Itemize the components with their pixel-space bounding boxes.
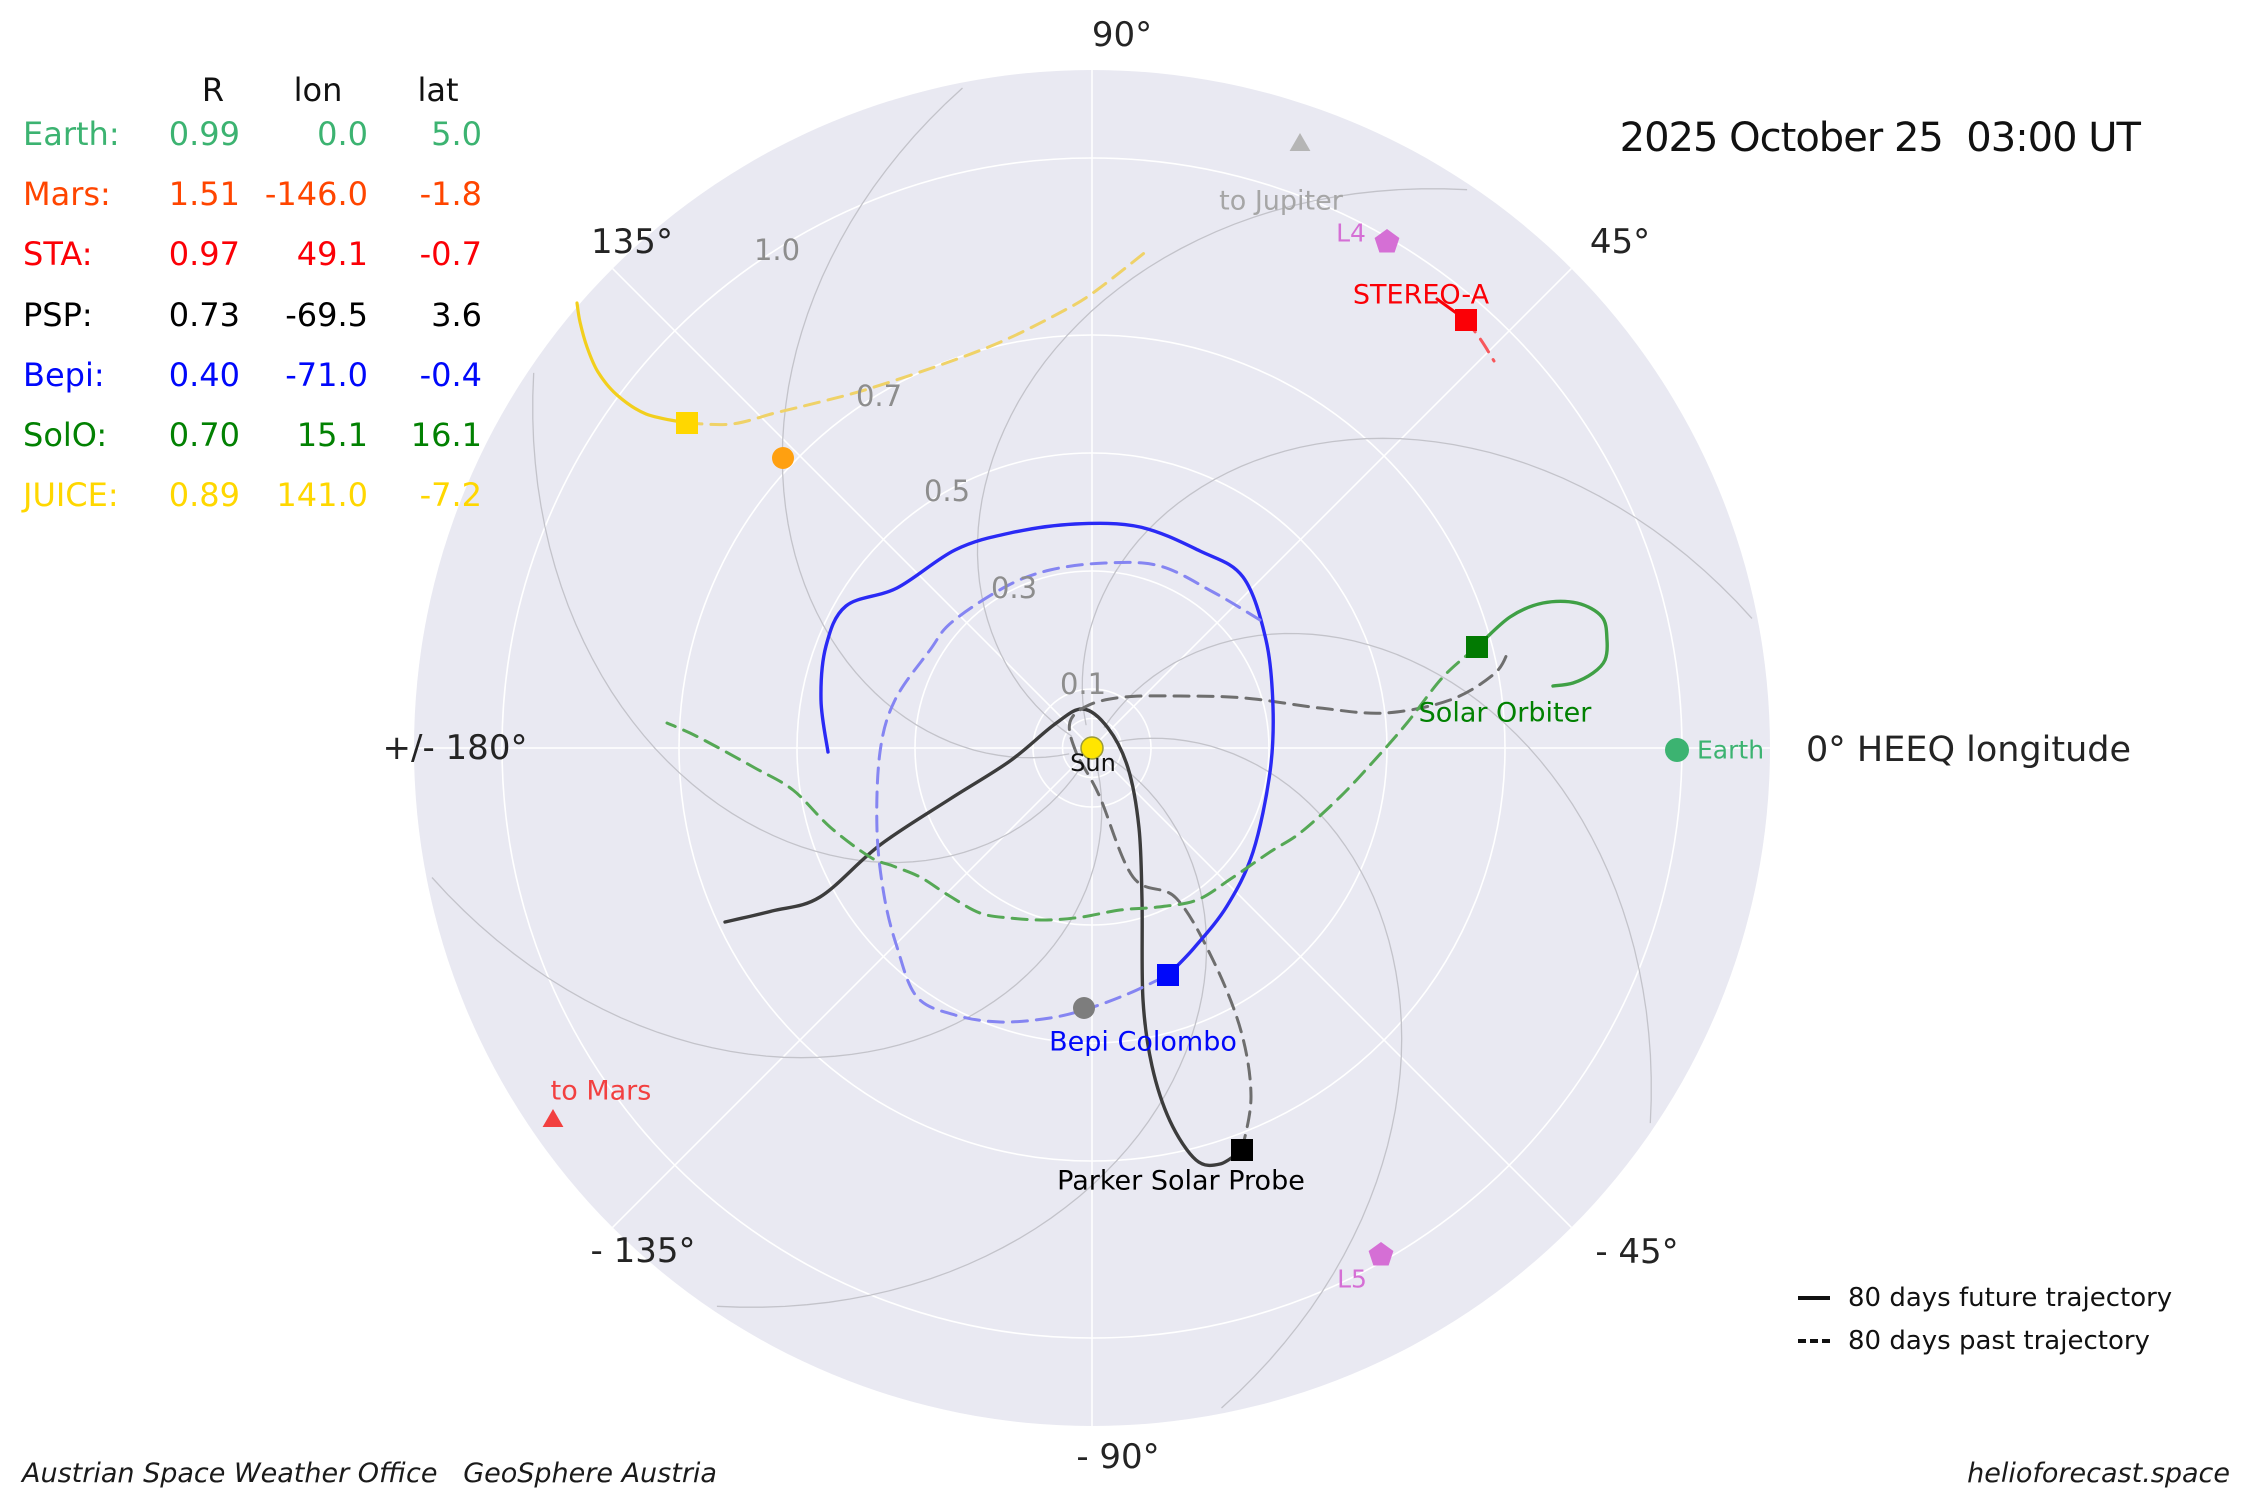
solar-orbiter-label: Solar Orbiter xyxy=(1419,698,1593,729)
venus-marker-icon xyxy=(772,447,794,469)
table-lat-value-earth: 5.0 xyxy=(431,115,482,153)
ring-label-0-1: 0.1 xyxy=(1060,667,1106,701)
datetime-title: 2025 October 25 03:00 UT xyxy=(1619,115,2141,161)
credit-right: helioforecast.space xyxy=(1967,1458,2230,1489)
angle-label-minus90: - 90° xyxy=(1076,1437,1159,1477)
table-lon-value-psp: -69.5 xyxy=(285,296,368,334)
trajectory-bepi-future xyxy=(819,521,1275,977)
parker-solar-probe-marker-icon xyxy=(1231,1139,1253,1161)
angle-label-90: 90° xyxy=(1092,15,1152,55)
table-lon-value-solo: 15.1 xyxy=(296,416,368,454)
parker-spiral-icon xyxy=(716,759,1208,1308)
to-jupiter-label: to Jupiter xyxy=(1219,186,1344,217)
to-jupiter-marker-icon xyxy=(1289,133,1311,151)
l5-marker-icon xyxy=(1368,1242,1394,1266)
mercury-marker-icon xyxy=(1073,997,1095,1019)
legend-row-future: 80 days future trajectory xyxy=(1798,1276,2172,1319)
angle-label-minus135: - 135° xyxy=(591,1231,696,1271)
earth-label: Earth xyxy=(1697,736,1764,765)
psp-label: Parker Solar Probe xyxy=(1057,1166,1305,1197)
parker-spiral-icon xyxy=(431,770,1103,1059)
l4-label: L4 xyxy=(1336,219,1366,248)
trajectory-legend: 80 days future trajectory 80 days past t… xyxy=(1798,1276,2172,1362)
ring-label-0-5: 0.5 xyxy=(924,474,970,508)
table-lon-value-juice: 141.0 xyxy=(276,476,368,514)
angle-label-180: +/- 180° xyxy=(383,728,528,768)
table-row-name-psp: PSP: xyxy=(23,296,93,334)
angle-label-45: 45° xyxy=(1590,222,1650,262)
table-r-value-psp: 0.73 xyxy=(168,296,240,334)
table-lat-value-sta: -0.7 xyxy=(419,235,482,273)
ring-label-0-3: 0.3 xyxy=(991,571,1037,605)
table-row-name-bepi: Bepi: xyxy=(23,356,105,394)
bepi-colombo-marker-icon xyxy=(1157,964,1179,986)
l5-label: L5 xyxy=(1337,1265,1367,1294)
table-row-name-earth: Earth: xyxy=(23,115,120,153)
dashed-line-sample xyxy=(1798,1338,1830,1343)
l4-marker-icon xyxy=(1374,229,1400,253)
juice-marker-icon xyxy=(676,412,698,434)
table-r-value-earth: 0.99 xyxy=(168,115,240,153)
table-header-lat: lat xyxy=(417,71,459,109)
trajectory-solo-past xyxy=(665,645,1479,922)
table-r-value-sta: 0.97 xyxy=(168,235,240,273)
table-header-R: R xyxy=(201,71,225,109)
table-lon-value-earth: 0.0 xyxy=(317,115,368,153)
table-lat-value-psp: 3.6 xyxy=(431,296,482,334)
parker-spiral-icon xyxy=(976,188,1468,737)
table-r-value-solo: 0.70 xyxy=(168,416,240,454)
trajectory-solo-future xyxy=(1475,599,1609,688)
table-r-value-juice: 0.89 xyxy=(168,476,240,514)
ring-label-0-7: 0.7 xyxy=(856,379,902,413)
table-row-name-mars: Mars: xyxy=(23,175,111,213)
table-lat-value-solo: 16.1 xyxy=(410,416,482,454)
table-lat-value-juice: -7.2 xyxy=(419,476,482,514)
to-mars-label: to Mars xyxy=(551,1076,652,1107)
grid-spoke xyxy=(1091,747,1572,1228)
table-r-value-bepi: 0.40 xyxy=(168,356,240,394)
table-lon-value-bepi: -71.0 xyxy=(285,356,368,394)
solar-orbiter-marker-icon xyxy=(1466,636,1488,658)
bepi-colombo-label: Bepi Colombo xyxy=(1049,1027,1237,1058)
table-header-lon: lon xyxy=(293,71,343,109)
to-mars-marker-icon xyxy=(542,1109,564,1127)
parker-spiral-icon xyxy=(532,372,1081,864)
table-row-name-juice: JUICE: xyxy=(23,476,119,514)
legend-row-past: 80 days past trajectory xyxy=(1798,1319,2172,1362)
legend-future-label: 80 days future trajectory xyxy=(1848,1282,2173,1313)
trajectory-juice-future xyxy=(575,301,689,425)
grid-spoke xyxy=(1091,268,1572,749)
angle-label-135: 135° xyxy=(591,222,673,262)
credit-left: Austrian Space Weather Office GeoSphere … xyxy=(22,1458,717,1489)
parker-spiral-icon xyxy=(781,87,1070,759)
sun-label: Sun xyxy=(1070,749,1116,777)
trajectory-juice-past xyxy=(685,248,1150,427)
sun-marker-icon xyxy=(1080,736,1104,760)
heeq-longitude-label: 0° HEEQ longitude xyxy=(1806,730,2131,770)
parker-spiral-icon xyxy=(1081,437,1753,726)
stereo-a-marker-icon xyxy=(1455,309,1477,331)
legend-past-label: 80 days past trajectory xyxy=(1848,1325,2150,1356)
table-lat-value-bepi: -0.4 xyxy=(419,356,482,394)
stereo-a-label: STEREO-A xyxy=(1353,280,1490,311)
solid-line-sample xyxy=(1798,1295,1830,1300)
parker-spiral-icon xyxy=(1103,632,1652,1124)
table-row-name-sta: STA: xyxy=(23,235,93,273)
table-lat-value-mars: -1.8 xyxy=(419,175,482,213)
trajectory-bepi-past xyxy=(875,560,1262,1024)
grid-spoke xyxy=(612,747,1093,1228)
grid-spoke xyxy=(612,268,1093,749)
table-r-value-mars: 1.51 xyxy=(168,175,240,213)
earth-marker-icon xyxy=(1665,738,1689,762)
ring-label-1-0: 1.0 xyxy=(754,233,800,267)
table-row-name-solo: SolO: xyxy=(23,416,108,454)
parker-spiral-icon xyxy=(1114,737,1403,1409)
table-lon-value-sta: 49.1 xyxy=(296,235,368,273)
angle-label-minus45: - 45° xyxy=(1595,1232,1678,1272)
table-lon-value-mars: -146.0 xyxy=(264,175,368,213)
